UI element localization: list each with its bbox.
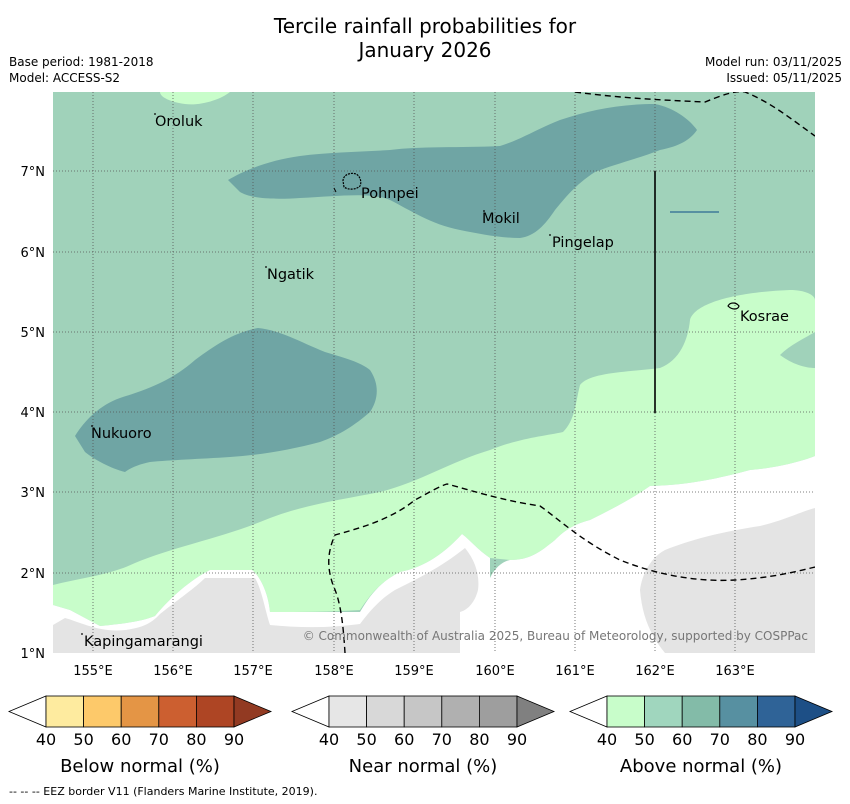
colorbar-segment: [195, 695, 235, 728]
colorbar-tick-label: 90: [785, 730, 805, 749]
page-title: Tercile rainfall probabilities for Janua…: [0, 14, 850, 62]
place-label: Kapingamarangi: [84, 634, 203, 650]
place-label: Pingelap: [552, 235, 614, 251]
place-label: Ngatik: [267, 267, 315, 283]
colorbar-segment: [403, 695, 443, 728]
colorbar-title: Below normal (%): [60, 756, 220, 777]
colorbar-tick-label: 50: [356, 730, 376, 749]
colorbar-tick-label: 40: [597, 730, 617, 749]
colorbar-segment: [441, 695, 480, 728]
eez-border: [328, 92, 815, 653]
lon-tick-label: 161°E: [555, 664, 595, 679]
base-period-label: Base period: 1981-2018: [9, 55, 154, 69]
colorbar-segment: [681, 695, 721, 728]
lon-tick-label: 155°E: [73, 664, 113, 679]
above-normal-60-70-region-south: [75, 328, 377, 472]
colorbar-segment: [83, 695, 122, 728]
colorbar-tick-label: 90: [224, 730, 244, 749]
colorbar-tick-label: 60: [111, 730, 131, 749]
pohnpei-reef: [333, 187, 337, 193]
lat-tick-label: 4°N: [21, 406, 46, 421]
colorbar-extend-low: [290, 695, 330, 728]
title-line-2: January 2026: [358, 38, 492, 62]
colorbar-segment: [120, 695, 160, 728]
colorbar-tick-label: 50: [634, 730, 654, 749]
place-label: Nukuoro: [91, 426, 152, 442]
colorbar-segment: [644, 695, 683, 728]
colorbar-extend-low: [7, 695, 47, 728]
lat-tick-label: 5°N: [21, 326, 46, 341]
lon-tick-label: 162°E: [635, 664, 675, 679]
colorbar-extend-low: [568, 695, 608, 728]
near-normal-colorbar: 40 50 60 70 80 90 Near normal (%): [290, 695, 556, 777]
colorbar-tick-label: 70: [432, 730, 452, 749]
colorbar-title: Near normal (%): [349, 756, 498, 777]
lat-tick-label: 6°N: [21, 246, 46, 261]
lat-tick-label: 3°N: [21, 486, 46, 501]
near-normal-40-50-region-east: [640, 508, 815, 653]
place-label: Kosrae: [740, 309, 789, 325]
model-label: Model: ACCESS-S2: [9, 71, 121, 85]
colorbar-segment: [757, 695, 796, 728]
colorbar-tick-label: 80: [469, 730, 489, 749]
colorbar-tick-label: 40: [319, 730, 339, 749]
place-label: Pohnpei: [361, 186, 419, 202]
meta-left: Base period: 1981-2018 Model: ACCESS-S2: [9, 54, 154, 86]
above-normal-50-60-region-east: [780, 332, 815, 368]
above-normal-60-70-region-north: [228, 104, 697, 238]
colorbar-extend-high: [516, 695, 556, 728]
lat-tick-label: 1°N: [21, 647, 46, 662]
lon-tick-label: 159°E: [394, 664, 434, 679]
colorbar-segment: [45, 695, 84, 728]
above-normal-40-50-region-north: [160, 92, 230, 105]
lat-tick-label: 2°N: [21, 567, 46, 582]
colorbar-tick-label: 70: [149, 730, 169, 749]
lon-tick-label: 157°E: [233, 664, 273, 679]
colorbar-tick-label: 80: [747, 730, 767, 749]
graticule: [53, 92, 815, 653]
colorbar-segment: [158, 695, 197, 728]
model-run-label: Model run: 03/11/2025: [704, 55, 842, 69]
colorbar-segment: [366, 695, 405, 728]
colorbar-segment: [478, 695, 518, 728]
map-area: [53, 92, 815, 653]
copyright-notice: © Commonwealth of Australia 2025, Bureau…: [303, 629, 808, 643]
colorbar-tick-label: 90: [507, 730, 527, 749]
colorbar-segment: [606, 695, 645, 728]
lon-tick-label: 160°E: [475, 664, 515, 679]
place-label: Oroluk: [155, 114, 203, 130]
place-label: Mokil: [482, 211, 520, 227]
colorbar-tick-label: 70: [710, 730, 730, 749]
near-normal-40-50-region-south: [53, 548, 479, 653]
colorbar-segment: [328, 695, 367, 728]
meta-right: Model run: 03/11/2025 Issued: 05/11/2025: [705, 54, 842, 86]
lon-tick-label: 156°E: [153, 664, 193, 679]
place-marks: [81, 113, 551, 635]
colorbar-tick-label: 50: [73, 730, 93, 749]
lat-tick-label: 7°N: [21, 165, 46, 180]
issued-label: Issued: 05/11/2025: [726, 71, 842, 85]
colorbar-title: Above normal (%): [620, 756, 782, 777]
colorbar-tick-label: 60: [394, 730, 414, 749]
colorbar-extend-high: [794, 695, 834, 728]
eez-footnote: -- -- -- EEZ border V11 (Flanders Marine…: [9, 785, 318, 798]
kosrae-outline: [727, 302, 740, 310]
lon-tick-label: 158°E: [314, 664, 354, 679]
above-normal-40-50-region-south: [53, 290, 815, 626]
colorbar-segment: [719, 695, 758, 728]
colorbar-tick-label: 40: [36, 730, 56, 749]
colorbar-tick-label: 60: [672, 730, 692, 749]
title-line-1: Tercile rainfall probabilities for: [273, 14, 577, 38]
colorbar-tick-label: 80: [186, 730, 206, 749]
pohnpei-outline: [342, 172, 362, 190]
lon-tick-label: 163°E: [715, 664, 755, 679]
colorbar-extend-high: [233, 695, 273, 728]
